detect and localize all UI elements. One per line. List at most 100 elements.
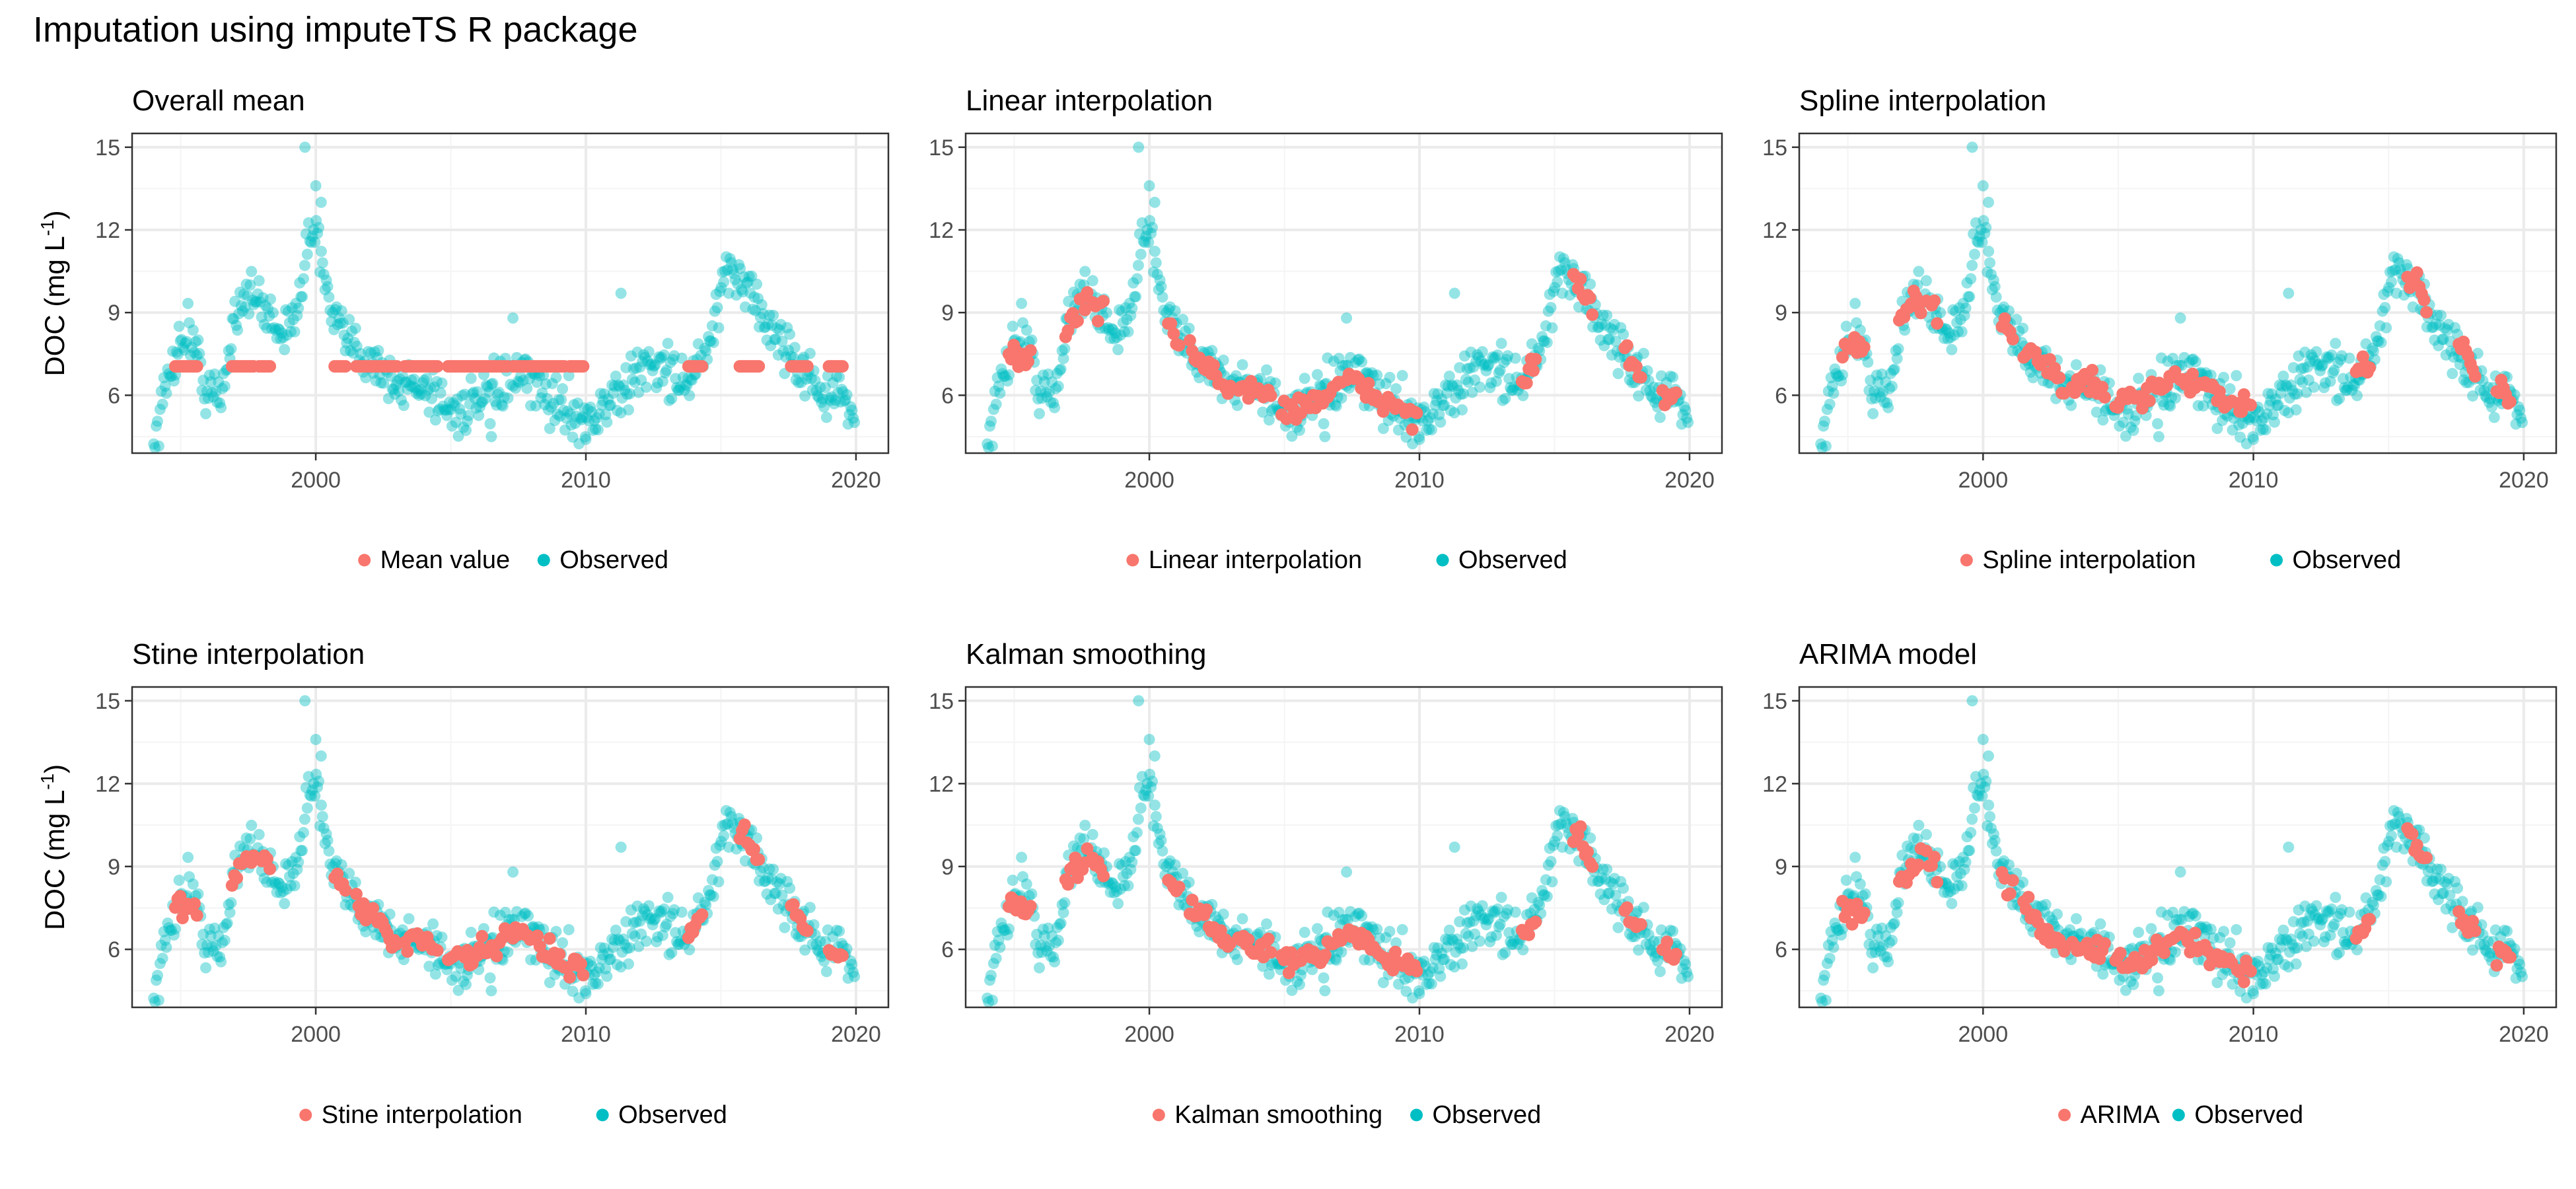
observed-point (1202, 346, 1214, 358)
y-tick-label: 9 (1775, 301, 1787, 326)
imputed-point (2003, 887, 2017, 900)
observed-point (433, 403, 445, 415)
observed-point (1503, 373, 1515, 384)
observed-point (707, 890, 719, 902)
x-tick-label: 2000 (1958, 468, 2008, 493)
observed-point (2233, 419, 2245, 431)
observed-point (2145, 923, 2157, 935)
observed-point (776, 335, 788, 347)
observed-point (1352, 354, 1364, 366)
observed-point (723, 287, 734, 299)
observed-point (1507, 384, 1519, 396)
observed-point (332, 319, 343, 331)
observed-point (1830, 368, 1842, 380)
observed-point (580, 433, 592, 445)
observed-point (1645, 390, 1657, 402)
observed-point (1956, 880, 1968, 892)
observed-point (589, 415, 600, 427)
observed-point (1946, 898, 1958, 910)
observed-point (1970, 217, 1982, 229)
observed-point (2301, 361, 2313, 373)
observed-point (1230, 370, 1242, 382)
observed-point (1946, 343, 1958, 355)
observed-point (1155, 834, 1167, 846)
observed-point (637, 355, 649, 367)
observed-point (2379, 855, 2391, 867)
observed-point (2125, 421, 2137, 433)
observed-point (1154, 274, 1166, 286)
observed-point (2184, 357, 2196, 369)
observed-point (1147, 266, 1159, 278)
observed-point (2165, 400, 2176, 412)
observed-point (1442, 380, 1454, 392)
observed-point (655, 353, 666, 365)
observed-point (2286, 384, 2298, 396)
observed-point (1431, 395, 1443, 407)
imputed-point (2468, 370, 2482, 383)
observed-point (666, 392, 678, 404)
observed-point (431, 376, 443, 388)
observed-point (809, 375, 821, 386)
observed-point (1435, 416, 1447, 428)
imputed-point (1914, 306, 1927, 320)
observed-point (1882, 956, 1894, 968)
observed-point (1998, 301, 2010, 313)
observed-point (845, 401, 857, 413)
observed-point (2385, 830, 2397, 842)
imputed-points (1002, 268, 1682, 436)
observed-point (1356, 356, 1368, 368)
imputed-point (752, 853, 766, 866)
observed-point (631, 346, 643, 358)
observed-point (1913, 266, 1925, 277)
observed-point (468, 386, 480, 398)
panel-border (131, 132, 890, 454)
observed-point (1318, 972, 1330, 984)
observed-point (1538, 336, 1550, 347)
observed-point (707, 336, 719, 348)
observed-point (1891, 353, 1903, 365)
observed-point (1877, 386, 1889, 398)
observed-point (2270, 393, 2281, 405)
observed-point (648, 360, 660, 372)
legend: Spline interpolation Observed (1960, 546, 2401, 574)
observed-point (1032, 393, 1044, 405)
observed-point (1943, 327, 1955, 339)
observed-point (1007, 875, 1019, 886)
observed-point (714, 285, 726, 297)
observed-point (465, 927, 477, 939)
observed-point (2120, 430, 2131, 442)
observed-point (2244, 411, 2256, 423)
observed-point (994, 941, 1006, 953)
observed-point (505, 378, 517, 390)
observed-point (346, 325, 358, 337)
observed-point (1954, 314, 1966, 326)
observed-point (1990, 845, 2002, 857)
imputed-point (1520, 377, 1533, 390)
observed-point (592, 424, 604, 436)
observed-point (1545, 302, 1557, 314)
observed-point (672, 384, 684, 396)
observed-point (1056, 345, 1068, 357)
observed-point (1509, 352, 1521, 364)
legend-observed-label: Observed (2293, 546, 2402, 574)
observed-point (188, 347, 200, 359)
observed-point (1829, 363, 1841, 375)
x-tick-label: 2000 (1124, 468, 1174, 493)
observed-point (596, 399, 608, 411)
x-tick-label: 2010 (561, 468, 611, 493)
legend-observed-label: Observed (618, 1101, 727, 1129)
observed-point (1432, 388, 1444, 400)
observed-point (629, 377, 641, 388)
legend-observed-label: Observed (1433, 1101, 1542, 1129)
observed-point (1455, 388, 1467, 400)
observed-point (836, 384, 847, 396)
observed-point (209, 368, 221, 380)
observed-point (297, 291, 308, 303)
observed-point (1151, 268, 1163, 280)
observed-point (2285, 379, 2297, 391)
observed-point (1957, 297, 1969, 309)
observed-point (1392, 424, 1404, 436)
observed-point (1016, 851, 1028, 863)
observed-point (1601, 309, 1613, 321)
observed-point (643, 900, 655, 912)
